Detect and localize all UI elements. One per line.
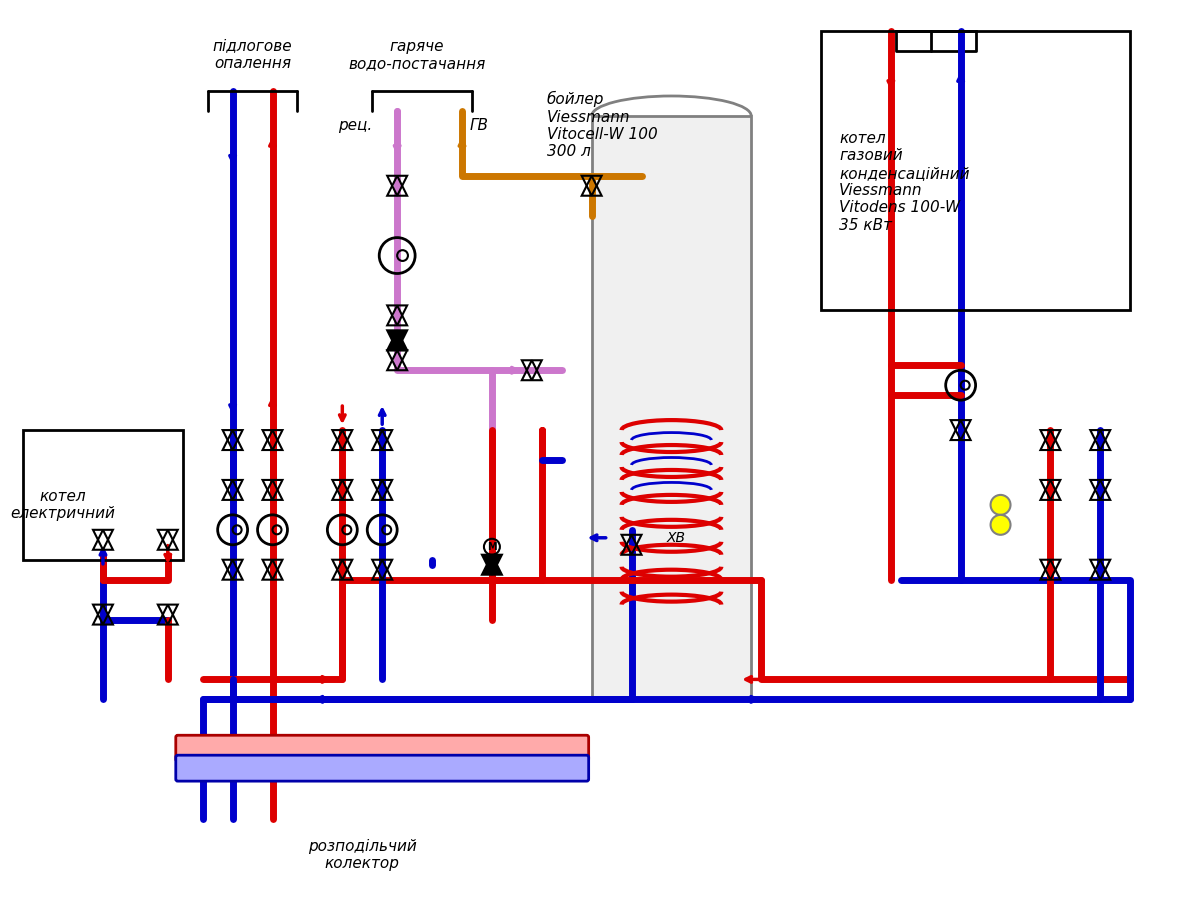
Text: M: M [487,542,497,551]
Text: котел
електричний: котел електричний [11,489,115,521]
Text: ХВ: ХВ [666,531,685,545]
Circle shape [990,515,1010,535]
FancyBboxPatch shape [175,755,589,781]
Polygon shape [388,330,407,350]
Polygon shape [388,330,407,350]
Polygon shape [482,555,502,574]
Text: гаряче
водо-постачання: гаряче водо-постачання [348,39,486,71]
Polygon shape [482,555,502,574]
Text: підлогове
опалення: підлогове опалення [212,39,293,71]
Text: розподільчий
колектор: розподільчий колектор [308,839,416,871]
Text: котел
газовий
конденсаційний
Viessmann
Vitodens 100-W
35 кВт: котел газовий конденсаційний Viessmann V… [839,130,970,233]
FancyBboxPatch shape [592,116,751,699]
Circle shape [990,495,1010,515]
Text: ГВ: ГВ [470,119,488,133]
Text: рец.: рец. [338,119,372,133]
FancyBboxPatch shape [175,735,589,761]
Text: бойлер
Viessmann
Vitocell-W 100
300 л: бойлер Viessmann Vitocell-W 100 300 л [547,91,658,159]
